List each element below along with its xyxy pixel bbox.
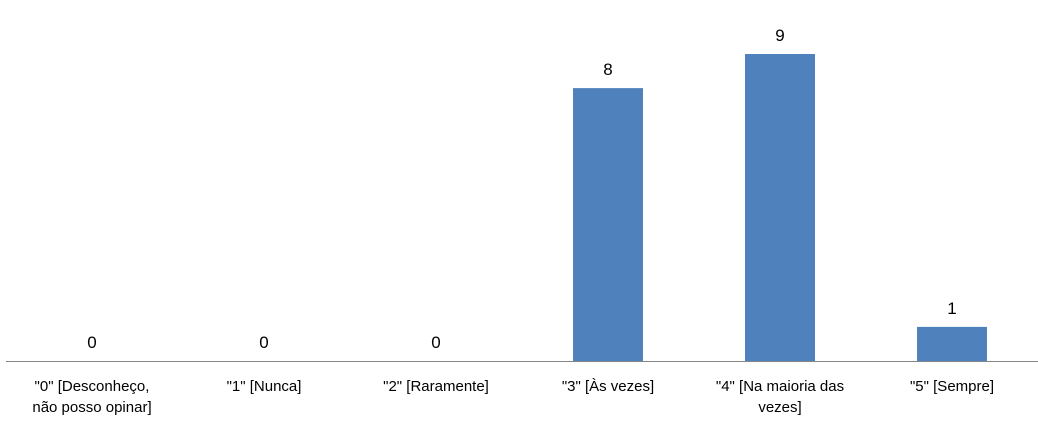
category-label-5: "5" [Sempre] [909, 378, 995, 395]
data-label-5: 1 [947, 299, 956, 318]
category-label-2: "2" [Raramente] [383, 378, 489, 395]
bars-group [573, 54, 987, 361]
data-label-1: 0 [259, 333, 268, 352]
category-label-4: "4" [Na maioria das vezes] [715, 378, 845, 416]
bar-4 [745, 54, 815, 361]
data-label-0: 0 [87, 333, 96, 352]
data-label-4: 9 [775, 26, 784, 45]
data-label-2: 0 [431, 333, 440, 352]
category-label-0: "0" [Desconheço, não posso opinar] [32, 378, 152, 416]
bar-5 [917, 326, 987, 361]
data-label-3: 8 [603, 60, 612, 79]
category-label-3: "3" [Às vezes] [561, 378, 655, 395]
category-label-1: "1" [Nunca] [226, 378, 302, 395]
bar-3 [573, 88, 643, 361]
data-labels-group: 0 0 0 8 9 1 [87, 26, 956, 352]
